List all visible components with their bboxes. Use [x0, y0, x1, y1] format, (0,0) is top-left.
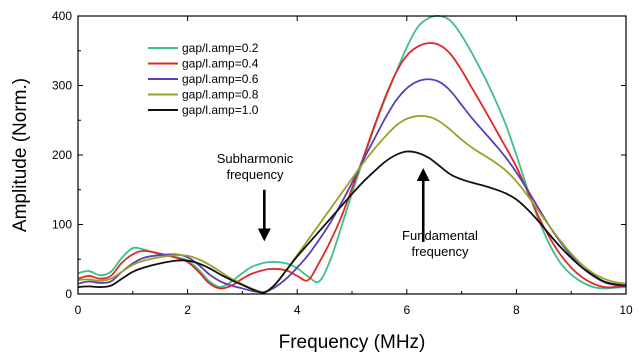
x-tick-label: 10: [619, 303, 633, 317]
series-line-2: [77, 42, 627, 290]
legend-label: gap/l.amp=0.2: [182, 41, 259, 55]
annotation-text: Fundamental frequency: [402, 228, 478, 259]
y-tick-label: 100: [52, 218, 72, 232]
y-tick-label: 300: [52, 79, 72, 93]
axes: [77, 15, 627, 295]
x-tick-label: 8: [513, 303, 520, 317]
x-axis-ticks: 0 2 4 6 8 10: [75, 16, 633, 317]
y-axis-ticks: 0 100 200 300 400: [52, 9, 626, 301]
x-tick-label: 2: [184, 303, 191, 317]
legend-label: gap/l.amp=0.8: [182, 88, 259, 102]
annotations: Subharmonic frequency Fundamental frequency: [217, 151, 478, 259]
series-layer: [77, 14, 627, 294]
legend-label: gap/l.amp=0.6: [182, 72, 259, 86]
y-tick-label: 200: [52, 148, 72, 162]
series-line-5: [77, 150, 627, 294]
y-tick-label: 0: [65, 287, 72, 301]
legend-label: gap/l.amp=0.4: [182, 57, 259, 71]
y-tick-label: 400: [52, 9, 72, 23]
x-tick-label: 0: [75, 303, 82, 317]
series-line-4: [77, 115, 627, 293]
x-axis-title: Frequency (MHz): [279, 332, 426, 353]
y-axis-title: Amplitude (Norm.): [10, 78, 31, 232]
x-tick-label: 6: [403, 303, 410, 317]
x-tick-label: 4: [294, 303, 301, 317]
series-line-3: [77, 78, 627, 294]
plot-frame: [77, 15, 627, 295]
series-line-1: [77, 14, 627, 290]
legend-label: gap/l.amp=1.0: [182, 103, 259, 117]
annotation-text: Subharmonic frequency: [217, 151, 294, 182]
